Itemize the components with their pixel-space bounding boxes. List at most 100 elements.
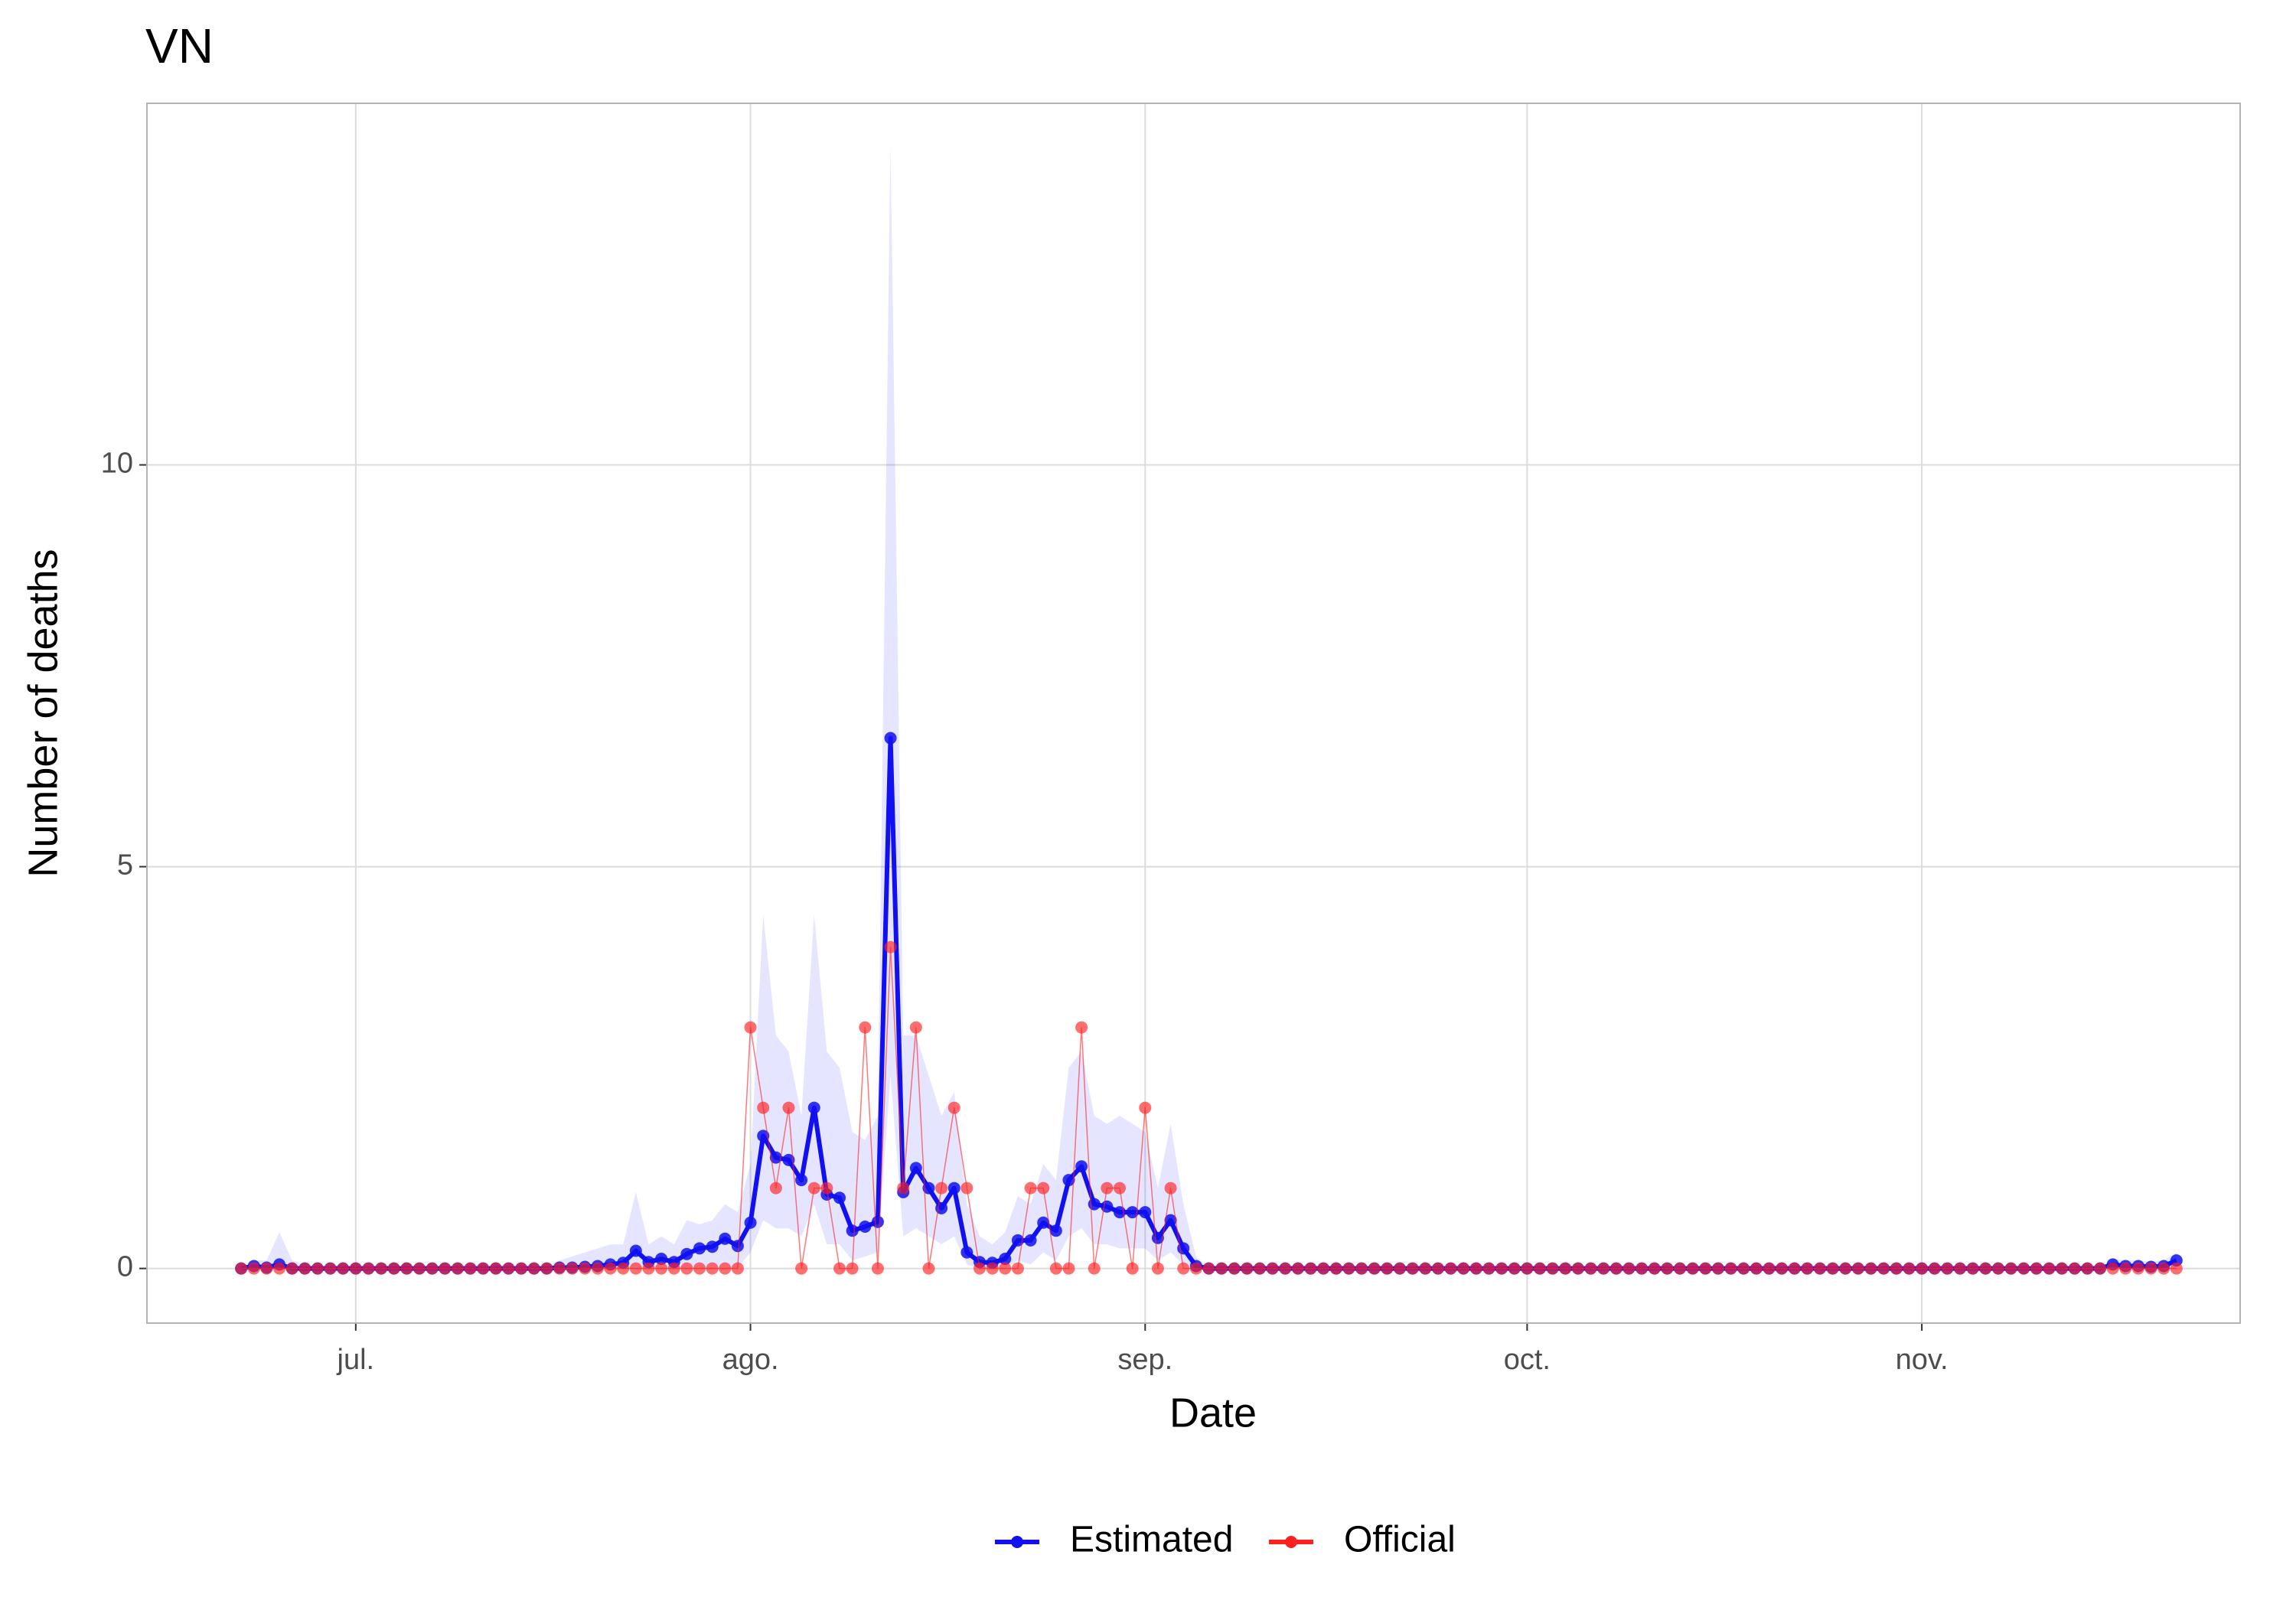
data-point: [1088, 1262, 1101, 1275]
data-point: [1011, 1262, 1024, 1275]
data-point: [731, 1240, 744, 1253]
data-point: [1266, 1262, 1279, 1275]
data-point: [1101, 1182, 1114, 1195]
data-point: [1037, 1216, 1050, 1229]
y-axis-label: Number of deaths: [20, 549, 66, 877]
data-point: [298, 1262, 311, 1275]
data-point: [464, 1262, 477, 1275]
data-point: [1024, 1234, 1037, 1247]
data-point: [1559, 1262, 1572, 1275]
data-point: [1763, 1262, 1776, 1275]
data-point: [426, 1262, 439, 1275]
chart-title: VN: [145, 18, 214, 73]
data-point: [1903, 1262, 1916, 1275]
data-point: [1049, 1262, 1062, 1275]
data-point: [846, 1224, 859, 1237]
data-point: [795, 1174, 808, 1187]
data-point: [1329, 1262, 1342, 1275]
data-point: [859, 1220, 872, 1233]
data-point: [935, 1182, 948, 1195]
data-point: [1711, 1262, 1724, 1275]
data-point: [1406, 1262, 1419, 1275]
data-point: [769, 1182, 782, 1195]
data-point: [884, 732, 897, 745]
data-point: [871, 1262, 884, 1275]
data-point: [1075, 1160, 1088, 1173]
data-point: [1890, 1262, 1903, 1275]
data-point: [999, 1252, 1012, 1265]
data-point: [719, 1262, 732, 1275]
data-point: [1724, 1262, 1737, 1275]
legend-marker: [1011, 1536, 1023, 1548]
data-point: [2068, 1262, 2081, 1275]
data-point: [744, 1021, 757, 1034]
data-point: [515, 1262, 528, 1275]
legend-label: Official: [1344, 1520, 1456, 1560]
data-point: [897, 1182, 910, 1195]
data-point: [451, 1262, 464, 1275]
data-point: [744, 1216, 757, 1229]
data-point: [2170, 1262, 2183, 1275]
data-point: [1381, 1262, 1394, 1275]
data-point: [1916, 1262, 1929, 1275]
data-point: [1495, 1262, 1508, 1275]
data-point: [719, 1232, 732, 1245]
data-point: [1355, 1262, 1368, 1275]
data-point: [1609, 1262, 1623, 1275]
x-tick-label: jul.: [337, 1344, 375, 1376]
data-point: [667, 1262, 680, 1275]
data-point: [655, 1262, 668, 1275]
data-point: [947, 1182, 960, 1195]
data-point: [769, 1151, 782, 1164]
data-point: [2004, 1262, 2017, 1275]
data-point: [617, 1262, 630, 1275]
data-point: [1075, 1021, 1088, 1034]
y-tick-label: 10: [101, 448, 133, 480]
data-point: [566, 1262, 579, 1275]
data-point: [1699, 1262, 1712, 1275]
data-point: [1737, 1262, 1750, 1275]
data-point: [489, 1262, 502, 1275]
data-point: [1037, 1182, 1050, 1195]
data-point: [693, 1262, 706, 1275]
x-axis-label: Date: [1169, 1390, 1257, 1436]
data-point: [909, 1021, 922, 1034]
data-point: [477, 1262, 490, 1275]
data-point: [1661, 1262, 1674, 1275]
data-point: [349, 1262, 362, 1275]
data-point: [2144, 1262, 2157, 1275]
data-point: [1126, 1262, 1139, 1275]
data-point: [579, 1262, 592, 1275]
data-point: [1342, 1262, 1355, 1275]
data-point: [2030, 1262, 2043, 1275]
data-point: [1457, 1262, 1470, 1275]
data-point: [324, 1262, 337, 1275]
data-point: [375, 1262, 388, 1275]
data-point: [706, 1262, 719, 1275]
data-point: [1941, 1262, 1954, 1275]
data-point: [1928, 1262, 1941, 1275]
data-point: [591, 1262, 604, 1275]
data-point: [1750, 1262, 1763, 1275]
data-point: [642, 1262, 655, 1275]
data-point: [871, 1215, 884, 1228]
data-point: [1877, 1262, 1890, 1275]
data-point: [846, 1262, 859, 1275]
data-point: [2106, 1262, 2119, 1275]
data-point: [1801, 1262, 1814, 1275]
data-point: [1776, 1262, 1789, 1275]
data-point: [1202, 1262, 1215, 1275]
data-point: [1788, 1262, 1801, 1275]
data-point: [1254, 1262, 1267, 1275]
data-point: [629, 1244, 642, 1257]
data-point: [1228, 1262, 1241, 1275]
y-tick-label: 5: [117, 849, 133, 882]
data-point: [960, 1182, 974, 1195]
x-tick-label: nov.: [1896, 1344, 1949, 1376]
data-point: [540, 1262, 553, 1275]
data-point: [2157, 1262, 2170, 1275]
data-point: [1954, 1262, 1967, 1275]
data-point: [782, 1153, 795, 1166]
data-point: [1291, 1262, 1304, 1275]
